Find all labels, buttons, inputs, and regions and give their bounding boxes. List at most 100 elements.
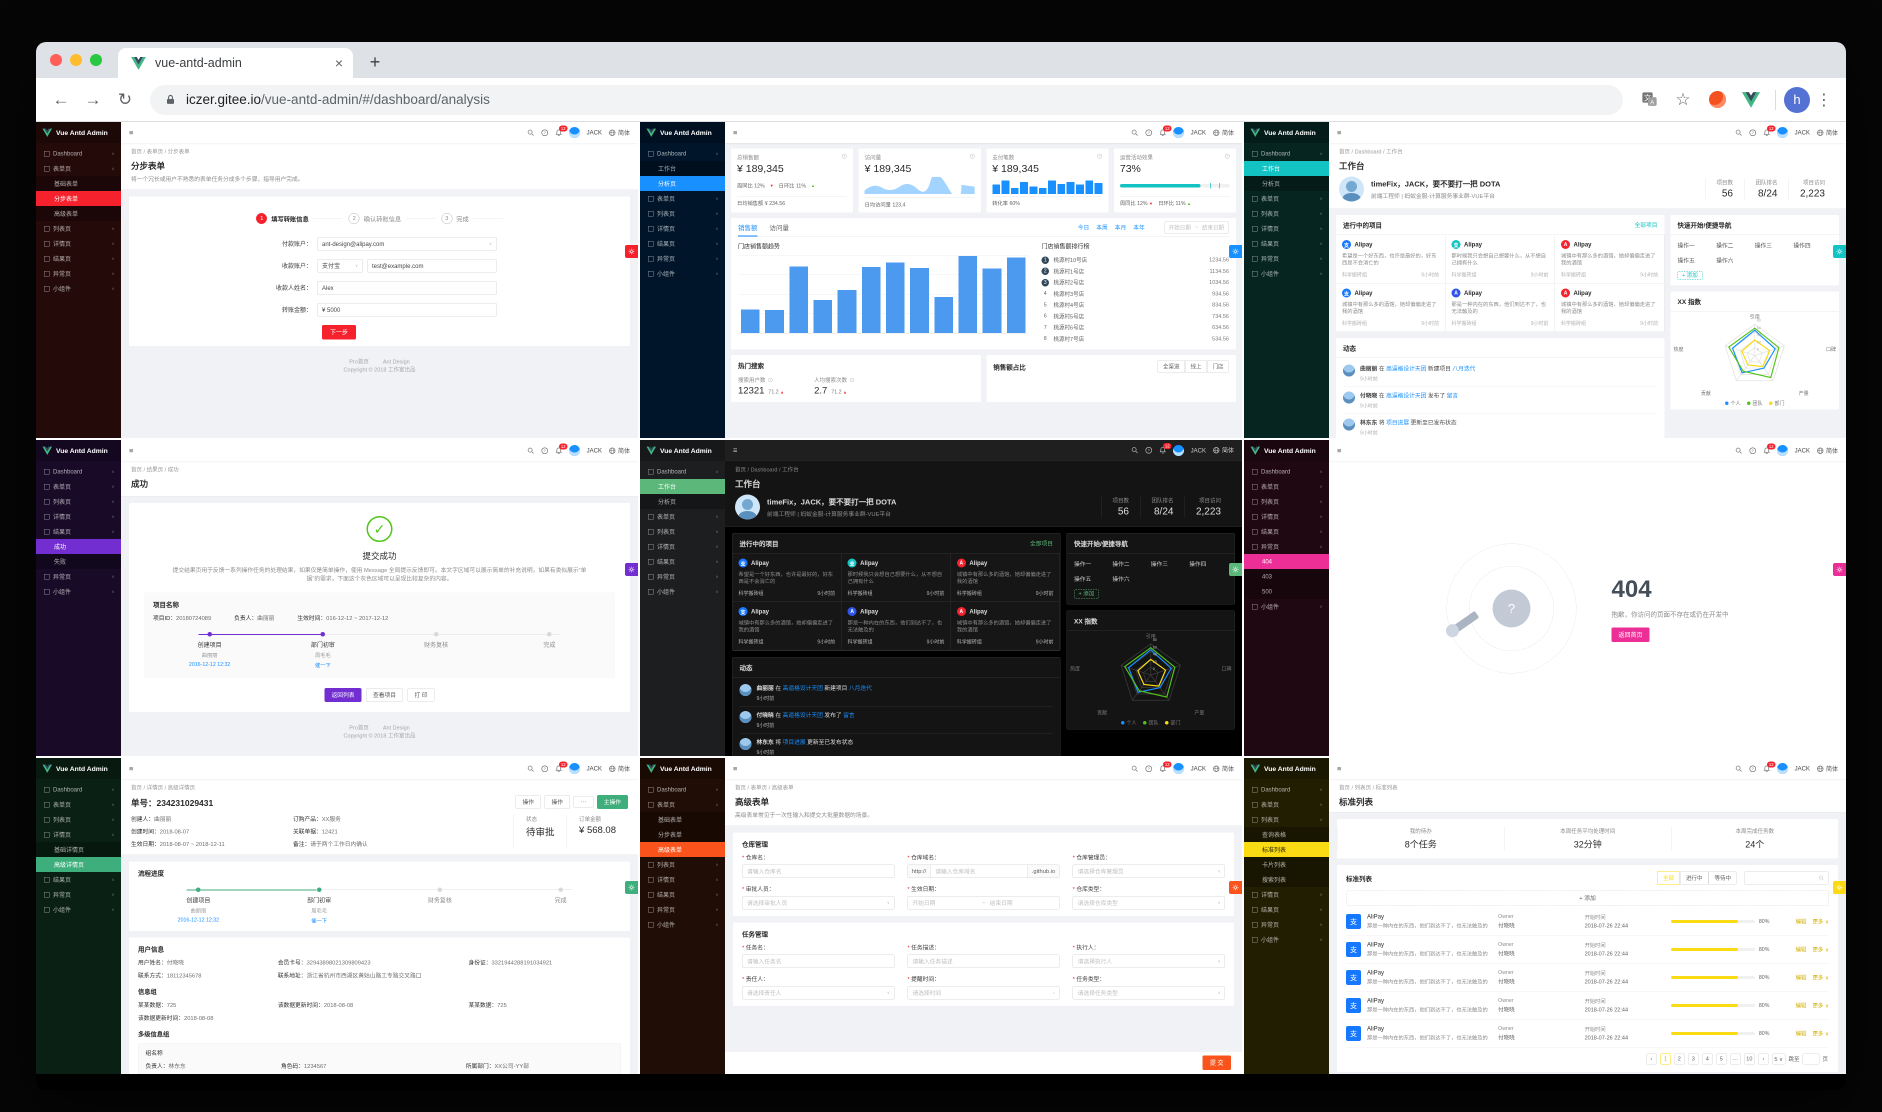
sidebar-item[interactable]: 列表页 ∨ [1244,494,1329,509]
more-link[interactable]: 更多 ∨ [1812,1030,1829,1037]
back-to-list-button[interactable]: 返回列表 [324,688,362,702]
form-field[interactable]: * 提醒时间： 请选择时间 ○ [907,975,1060,1000]
amount-input[interactable]: ¥ 5000 [317,303,497,317]
search-icon[interactable] [527,447,535,455]
sidebar-item[interactable]: 表单页 ∨ [1244,479,1329,494]
quick-nav-link[interactable]: 操作二 [1716,243,1734,249]
page-button[interactable]: 2 [1673,1053,1685,1065]
quick-nav-link[interactable]: 操作五 [1677,258,1695,264]
sidebar-item[interactable]: 分步表单 [640,827,725,842]
sidebar-item[interactable]: 异常页 ∨ [36,569,121,584]
theme-settings-button[interactable] [1833,245,1846,259]
payee-name-input[interactable]: Alex [317,281,497,295]
search-icon[interactable] [1735,765,1743,773]
print-button[interactable]: 打 印 [407,688,435,702]
sidebar-item[interactable]: 结果页 ∨ [36,251,121,266]
project-card[interactable]: A Alipay 城镇中有那么多的酒馆，她却偏偏走进了我的酒馆 科学搬砖组 9小时前 [1555,235,1665,284]
notifications-icon[interactable]: 12 [555,761,568,773]
range-link[interactable]: 本周 [1096,224,1108,231]
more-actions-button[interactable]: ··· [573,796,594,808]
sidebar-item[interactable]: 高级表单 [36,206,121,221]
back-home-button[interactable]: 返回首页 [1611,627,1650,642]
page-size-select[interactable]: 5 ∨ [1771,1053,1786,1065]
user-avatar[interactable] [1173,127,1185,138]
sidebar-item[interactable]: 详情页 ∨ [1244,887,1329,902]
sidebar-item[interactable]: 异常页 ∨ [640,569,725,584]
form-field[interactable]: * 仓库类型： 请选择仓库类型 ∨ [1072,885,1225,910]
search-icon[interactable] [1735,129,1743,137]
quick-nav-link[interactable]: 操作一 [1677,243,1695,249]
page-button[interactable]: 3 [1687,1053,1699,1065]
more-link[interactable]: 更多 ∨ [1812,1002,1829,1009]
language-switch[interactable]: 简体 [1212,764,1234,773]
quick-nav-link[interactable]: 操作四 [1189,561,1207,568]
channel-filter-button[interactable]: 线上 [1185,360,1207,373]
sidebar-item[interactable]: 详情页 ∨ [36,236,121,251]
form-field[interactable]: * 任务描述： 请输入任务描述 [907,944,1060,968]
collapse-menu-icon[interactable]: ≡ [733,764,738,773]
add-nav-button[interactable]: + 添加 [1677,271,1703,280]
sidebar-item[interactable]: 详情页 ∨ [1244,509,1329,524]
page-button[interactable]: 4 [1701,1053,1713,1065]
help-icon[interactable] [1145,447,1153,455]
sidebar-item[interactable]: 搜索列表 [1244,872,1329,887]
project-card[interactable]: 支 Alipay 那时候我只会想自己想要什么，从不想自己拥有什么 科学搬砖组 9小时… [841,553,951,602]
user-avatar[interactable] [569,127,581,138]
sidebar-item[interactable]: 404 [1244,554,1329,569]
collapse-menu-icon[interactable]: ≡ [733,128,738,137]
notifications-icon[interactable]: 12 [1159,761,1172,773]
language-switch[interactable]: 简体 [1212,128,1234,137]
sidebar-item[interactable]: 表单页 ∨ [640,191,725,206]
search-icon[interactable] [1131,129,1139,137]
back-button[interactable]: ← [52,89,70,109]
form-field[interactable]: * 审批人员： 请选择审批人员 ∨ [742,885,895,910]
sidebar-item[interactable]: 分析页 [640,494,725,509]
list-filter-button[interactable]: 全部 [1657,871,1680,885]
sidebar-item[interactable]: 列表页 ∨ [36,221,121,236]
sidebar-item[interactable]: 结果页 ∨ [1244,524,1329,539]
all-projects-link[interactable]: 全部项目 [1030,540,1054,547]
sidebar-item[interactable]: 小组件 ∨ [36,584,121,599]
user-avatar[interactable] [1173,763,1185,774]
address-bar[interactable]: iczer.gitee.io/vue-antd-admin/#/dashboar… [150,84,1623,115]
all-projects-link[interactable]: 全部项目 [1634,222,1658,229]
list-search-input[interactable] [1744,871,1829,885]
notifications-icon[interactable]: 12 [1159,125,1172,137]
form-field[interactable]: * 仓库域名： http://请输入仓库域名 .github.io [907,854,1060,878]
sidebar-item[interactable]: 表单页 ∨ [36,797,121,812]
project-card[interactable]: 支 Alipay 那时候我只会想自己想要什么，从不想自己拥有什么 科学搬砖组 9小时… [1445,235,1556,284]
more-link[interactable]: 更多 ∨ [1812,974,1829,981]
sidebar-item[interactable]: Dashboard ∧ [1244,146,1329,161]
search-icon[interactable] [527,765,535,773]
page-button[interactable]: 10 [1743,1053,1755,1065]
activity-link[interactable]: 项目进展 [782,739,806,746]
sidebar-item[interactable]: Dashboard ∧ [640,146,725,161]
range-link[interactable]: 本年 [1133,224,1145,231]
range-link[interactable]: 本月 [1114,224,1127,231]
close-window-button[interactable] [50,54,62,66]
activity-link[interactable]: 高逼格设计天团 [782,712,823,719]
form-field[interactable]: * 生效日期： 开始日期 ~ 结束日期 [907,885,1060,910]
edit-link[interactable]: 编辑 [1795,1030,1807,1037]
activity-link[interactable]: 高逼格设计天团 [1386,393,1427,399]
page-button[interactable]: ⋯ [1729,1053,1741,1065]
theme-settings-button[interactable] [1229,245,1242,259]
tab-sales[interactable]: 销售额 [738,218,758,237]
project-card[interactable]: 支 Alipay 希望是一个好东西，也许是最好的，好东西是不会消亡的 科学搬砖组 9… [732,553,842,602]
activity-link[interactable]: 八月迭代 [848,685,872,692]
jump-page-input[interactable] [1802,1053,1820,1065]
theme-settings-button[interactable] [1833,881,1846,895]
macos-traffic-lights[interactable] [50,42,102,78]
notifications-icon[interactable]: 12 [1763,125,1776,137]
page-button[interactable]: › [1757,1053,1769,1065]
sidebar-item[interactable]: 卡片列表 [1244,857,1329,872]
channel-filter-button[interactable]: 门店 [1207,360,1229,373]
sidebar-item[interactable]: 异常页 ∨ [1244,917,1329,932]
action-button[interactable]: 操作 [544,795,570,809]
form-field[interactable]: * 仓库名： 请输入仓库名 [742,854,895,878]
sidebar-item[interactable]: 查询表格 [1244,827,1329,842]
help-icon[interactable] [1749,129,1757,137]
sidebar-item[interactable]: 详情页 ∨ [36,509,121,524]
sidebar-item[interactable]: 基础详情页 [36,842,121,857]
sidebar-item[interactable]: 表单页 ∧ [36,161,121,176]
